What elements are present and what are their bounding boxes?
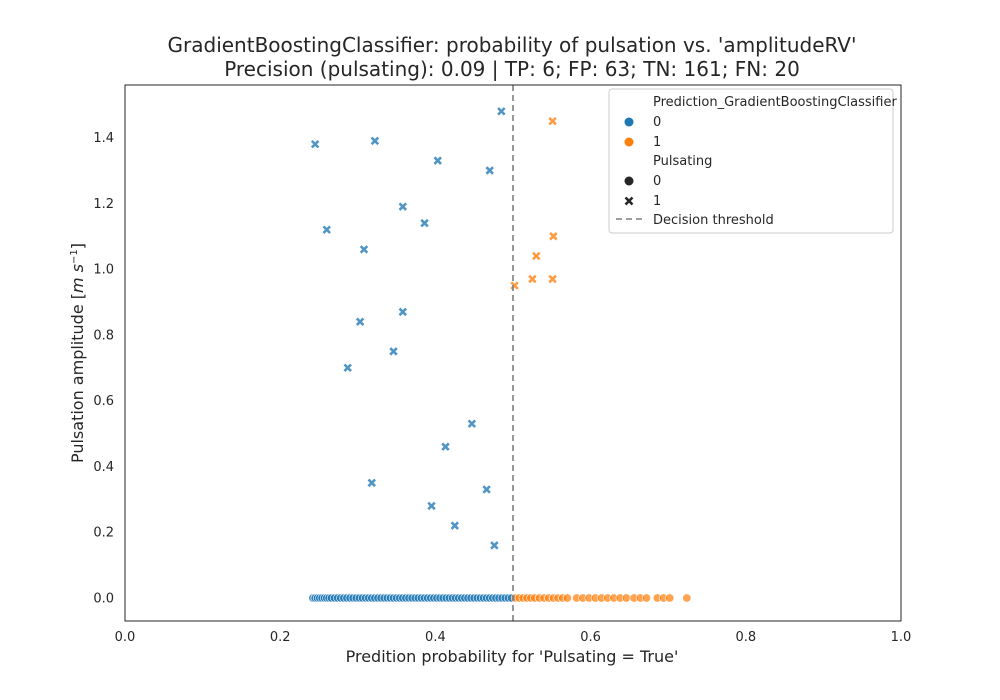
point-pulsating-1 (310, 139, 320, 149)
legend: Prediction_GradientBoostingClassifier 0 … (608, 88, 897, 234)
legend-marker-pred-1 (624, 137, 634, 147)
point-pulsating-9 (398, 307, 408, 317)
point-non-pulsating-pred-1-12 (562, 593, 572, 603)
x-axis-ticks: 0.0 0.2 0.4 0.6 0.8 1.0 (115, 630, 912, 645)
y-tick-label-0: 0.0 (93, 591, 114, 606)
point-pulsating-11 (389, 347, 398, 356)
legend-label-pulsating-0: 0 (653, 174, 661, 189)
point-pulsating-15 (367, 478, 376, 488)
point-pulsating-17 (427, 501, 436, 511)
x-tick-label-1: 0.2 (270, 630, 291, 645)
y-tick-label-6: 1.2 (93, 197, 114, 212)
y-tick-label-3: 0.6 (93, 394, 114, 409)
legend-marker-pulsating-1 (624, 196, 634, 206)
point-non-pulsating-pred-1-28 (682, 593, 692, 603)
point-pulsating-8 (359, 245, 369, 254)
point-pulsating-2 (370, 136, 380, 146)
x-tick-label-4: 0.8 (735, 630, 756, 645)
chart-subtitle: Precision (pulsating): 0.09 | TP: 6; FP:… (224, 57, 800, 81)
point-pulsating-3 (433, 156, 442, 165)
legend-label-pred-0: 0 (653, 115, 661, 130)
point-pulsating-6 (420, 218, 429, 228)
point-pulsating-13 (467, 419, 477, 428)
point-pulsating-19 (490, 541, 499, 550)
legend-label-pred-1: 1 (653, 135, 661, 150)
x-tick-label-3: 0.6 (580, 630, 601, 645)
point-non-pulsating-pred-1-21 (621, 593, 631, 603)
legend-box (608, 88, 894, 234)
point-pulsating-5 (398, 202, 408, 211)
point-pulsating-23 (528, 274, 537, 284)
legend-style-title: Pulsating (653, 154, 712, 169)
point-pulsating-10 (355, 317, 365, 326)
y-axis-ticks: 0.0 0.2 0.4 0.6 0.8 1.0 1.2 1.4 (93, 131, 114, 606)
y-axis-label: Pulsation amplitude [m s−1] (68, 243, 87, 463)
point-pulsating-7 (322, 225, 331, 234)
point-non-pulsating-pred-1-27 (665, 593, 675, 603)
x-tick-label-5: 1.0 (891, 630, 912, 645)
point-pulsating-21 (549, 232, 558, 241)
legend-hue-title: Prediction_GradientBoostingClassifier (653, 95, 897, 110)
legend-marker-pred-0 (624, 117, 634, 127)
points-layer (308, 107, 692, 603)
y-tick-label-5: 1.0 (93, 263, 114, 278)
y-tick-label-7: 1.4 (93, 131, 114, 146)
point-pulsating-14 (441, 442, 450, 451)
x-tick-label-0: 0.0 (115, 630, 136, 645)
point-non-pulsating-pred-1-24 (641, 593, 651, 603)
x-axis-label: Predition probability for 'Pulsating = T… (346, 647, 679, 666)
legend-marker-pulsating-0 (624, 176, 634, 186)
point-pulsating-22 (532, 251, 541, 261)
point-pulsating-4 (485, 166, 494, 175)
x-tick-label-2: 0.4 (425, 630, 446, 645)
point-pulsating-0 (497, 107, 506, 116)
point-pulsating-24 (548, 274, 557, 284)
point-pulsating-18 (450, 521, 460, 530)
point-pulsating-12 (343, 363, 352, 373)
plot-area-frame (124, 84, 902, 622)
y-tick-label-1: 0.2 (93, 526, 114, 541)
point-pulsating-16 (482, 485, 491, 494)
chart-title: GradientBoostingClassifier: probability … (168, 33, 857, 57)
legend-label-threshold: Decision threshold (653, 213, 774, 228)
point-pulsating-20 (548, 116, 557, 126)
y-tick-label-2: 0.4 (93, 460, 114, 475)
y-tick-label-4: 0.8 (93, 328, 114, 343)
legend-label-pulsating-1: 1 (653, 194, 661, 209)
